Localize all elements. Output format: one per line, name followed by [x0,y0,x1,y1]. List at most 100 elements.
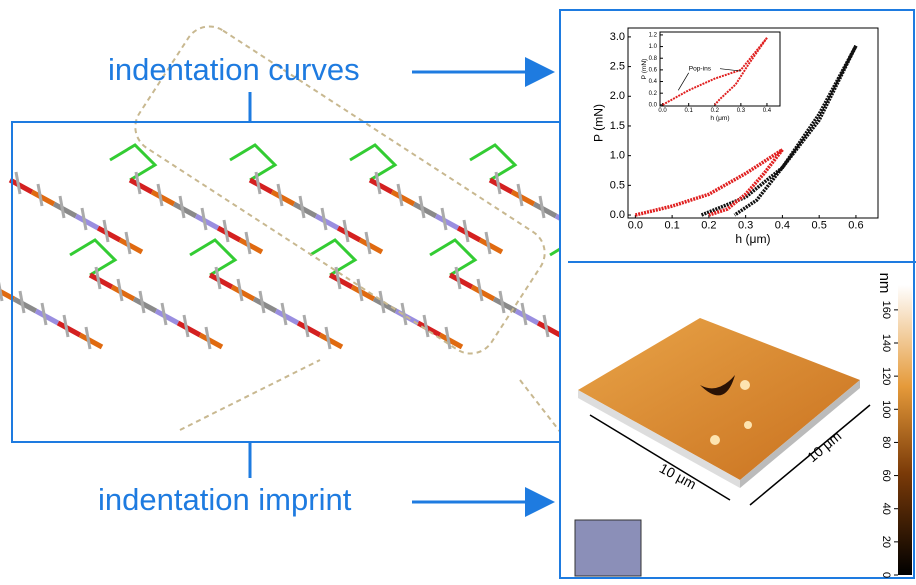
highlight [180,360,320,430]
bond [224,220,228,242]
x-tick-label: 0.4 [775,220,790,232]
y-axis-label: P (mN) [641,59,648,80]
bond [420,196,424,218]
bond [202,208,206,230]
bond [86,327,90,349]
bond [374,299,396,311]
y-tick-label: 0.8 [649,56,658,62]
label: indentation imprint [98,482,352,517]
colorbar-tick-label: 100 [880,400,892,418]
colorbar-tick-label: 80 [880,436,892,448]
colorbar-tick-label: 140 [880,334,892,352]
bond [486,232,490,254]
x-axis-label: h (μm) [735,232,770,246]
bond [534,204,556,216]
bond [158,184,162,206]
y-tick-label: 1.0 [649,44,658,50]
bond [402,303,406,325]
colorbar-label: nm [876,273,893,294]
bond [478,279,482,301]
bond [156,311,178,323]
bond [42,303,46,325]
bond [282,303,286,325]
bond [522,303,526,325]
bond [360,240,382,252]
bond [54,204,76,216]
bond [330,275,352,287]
bond [322,208,326,230]
x-axis-label: h (μm) [710,115,729,122]
bond [64,315,68,337]
bond [260,291,264,313]
bond [98,228,120,240]
bond [418,323,440,335]
plots: 0.00.10.20.30.40.50.60.00.51.01.52.02.53… [592,28,878,246]
bond [440,335,462,347]
y-tick-label: 0.0 [610,209,625,221]
bond [470,145,515,180]
bond [10,180,32,192]
bond [338,228,360,240]
bond [276,311,298,323]
bond [14,299,36,311]
y-tick-label: 0.2 [649,91,658,97]
colorbar [898,285,912,575]
bump [710,435,720,445]
bond [196,216,218,228]
colorbar-tick-label: 40 [880,503,892,515]
x-tick-label: 0.1 [685,108,694,114]
bond [366,232,370,254]
bond [162,303,166,325]
x-tick-label: 0.2 [701,220,716,232]
bond [458,228,480,240]
bond [278,184,282,206]
y-tick-label: 0.5 [610,179,625,191]
y-tick-label: 1.2 [649,32,658,38]
bond [344,220,348,242]
bond [500,291,504,313]
x-tick-label: 0.0 [628,220,643,232]
bump [740,380,750,390]
bond [134,299,156,311]
y-tick-label: 0.4 [649,79,658,85]
bond [240,240,262,252]
annotation: Pop-ins [689,65,712,72]
bond [206,327,210,349]
bond [480,240,502,252]
bond [232,287,254,299]
bond [200,335,222,347]
bond [414,204,436,216]
bond [538,323,560,335]
bond [38,184,42,206]
optical-inset [575,520,641,576]
bond [316,216,338,228]
colorbar-tick-label: 60 [880,469,892,481]
bond [238,279,242,301]
bond [152,192,174,204]
colorbar-tick-label: 20 [880,536,892,548]
bond [540,196,544,218]
y-tick-label: 2.0 [610,90,625,102]
bond [126,232,130,254]
x-tick-label: 0.3 [738,220,753,232]
colorbar-tick-label: 160 [880,301,892,319]
bond [190,240,235,275]
x-tick-label: 0.0 [658,108,667,114]
colorbar-tick-label: 0 [880,572,892,578]
bond [104,220,108,242]
bond [70,240,115,275]
bond [450,275,472,287]
bond [398,184,402,206]
bond [544,315,548,337]
y-tick-label: 1.0 [610,150,625,162]
bond [516,311,538,323]
bond [90,275,112,287]
bond [320,335,342,347]
bond [230,145,275,180]
y-tick-label: 0.6 [649,67,658,73]
bond [180,196,184,218]
bump [744,421,752,429]
bond [82,208,86,230]
bond [370,180,392,192]
bond [118,279,122,301]
